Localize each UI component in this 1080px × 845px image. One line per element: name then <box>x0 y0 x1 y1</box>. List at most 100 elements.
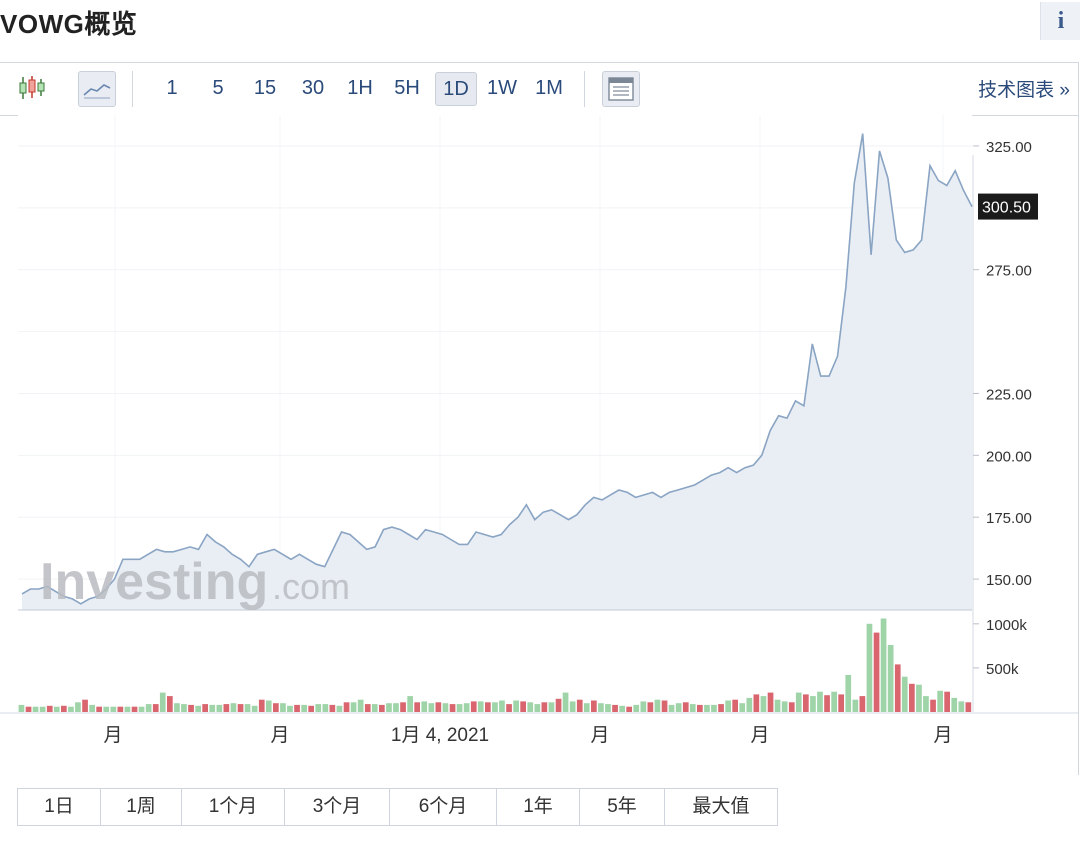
price-series <box>18 133 973 611</box>
volume-bar <box>350 702 357 712</box>
y-tick-label: 275.00 <box>986 263 1032 280</box>
volume-bar <box>407 696 413 712</box>
volume-bar <box>393 703 399 712</box>
volume-bar <box>937 690 943 712</box>
volume-bar <box>18 704 25 712</box>
range-button-6[interactable]: 5年 <box>580 789 665 825</box>
x-tick-label: 月 <box>270 725 289 746</box>
interval-1d[interactable]: 1D <box>435 72 477 106</box>
x-tick-label: 1月 4, 2021 <box>391 725 489 746</box>
interval-1w[interactable]: 1W <box>487 77 517 99</box>
volume-bar <box>230 703 237 712</box>
interval-1h[interactable]: 1H <box>347 77 373 99</box>
price-y-axis: 150.00 175.00 200.00 225.00 275.00 325.00 300.… <box>973 139 1038 589</box>
volume-bar <box>598 703 604 712</box>
price-volume-chart: Investing .com 150.00 175.00 200.00 225.00 2… <box>0 115 1078 746</box>
interval-30[interactable]: 30 <box>301 77 325 99</box>
volume-bar <box>838 694 844 712</box>
volume-bar <box>209 704 216 712</box>
volume-bar <box>859 696 866 712</box>
volume-bar <box>322 704 329 712</box>
price-area <box>22 133 972 610</box>
volume-bar <box>753 694 760 712</box>
volume-bar <box>944 691 950 712</box>
volume-bar <box>852 699 859 712</box>
tech-chart-link[interactable]: 技术图表 » <box>978 80 1070 101</box>
volume-bar <box>145 704 152 712</box>
volume-bar <box>400 702 406 712</box>
volume-bar <box>53 706 60 712</box>
interval-1m[interactable]: 1M <box>535 77 563 99</box>
volume-bar <box>435 702 442 712</box>
volume-bar <box>280 703 286 712</box>
range-button-7[interactable]: 最大值 <box>692 796 750 817</box>
volume-bar <box>541 702 548 712</box>
volume-bar <box>308 705 314 712</box>
interval-5[interactable]: 5 <box>212 77 224 99</box>
volume-bar <box>930 699 936 712</box>
candlestick-icon[interactable] <box>14 71 50 105</box>
volume-bar <box>258 699 265 712</box>
volume-bar <box>188 704 194 712</box>
volume-bar <box>795 692 802 712</box>
volume-bar <box>520 701 526 712</box>
range-button-4[interactable]: 6个月 <box>390 789 497 825</box>
range-button-1[interactable]: 1周 <box>101 789 182 825</box>
volume-bar <box>873 632 880 712</box>
range-button-0[interactable]: 1日 <box>18 789 101 825</box>
range-button-2[interactable]: 1个月 <box>182 789 285 825</box>
info-button[interactable]: i <box>1040 2 1080 40</box>
volume-bar <box>767 692 774 712</box>
page-title: VOWG概览 <box>0 9 138 39</box>
volume-bar <box>195 705 201 712</box>
volume-bar <box>562 692 569 712</box>
volume-bar <box>640 701 647 712</box>
interval-5h[interactable]: 5H <box>394 77 420 99</box>
volume-bar <box>117 706 124 712</box>
y-tick-label: 225.00 <box>986 386 1032 403</box>
volume-bar <box>46 705 53 712</box>
volume-y-axis: 500k 1000k <box>973 617 1027 678</box>
volume-bar <box>887 645 894 712</box>
volume-bar <box>428 703 435 712</box>
volume-bar <box>251 705 258 712</box>
volume-bar <box>788 702 795 712</box>
table-view-icon[interactable] <box>602 71 640 107</box>
chart-toolbar: 1 5 15 30 1H 5H 1D 1W 1M 技术图表 » <box>0 62 1079 116</box>
volume-bar <box>845 675 852 712</box>
volume-bar <box>244 704 251 712</box>
x-axis: 月 月 1月 4, 2021 月 月 月 <box>0 712 1078 746</box>
line-chart-icon[interactable] <box>78 71 116 107</box>
interval-1[interactable]: 1 <box>166 77 178 99</box>
interval-15[interactable]: 15 <box>253 77 277 99</box>
y-tick-label: 150.00 <box>986 572 1032 589</box>
x-tick-label: 月 <box>933 725 952 746</box>
volume-bar <box>32 706 39 712</box>
toolbar-separator <box>584 71 585 107</box>
volume-bar <box>237 704 244 712</box>
volume-bar <box>555 698 562 712</box>
volume-bar <box>725 700 731 712</box>
range-button-3[interactable]: 3个月 <box>285 789 390 825</box>
volume-bar <box>131 706 138 712</box>
range-button-5[interactable]: 1年 <box>497 789 580 825</box>
watermark-suffix: .com <box>272 566 350 607</box>
volume-bar <box>477 701 484 712</box>
volume-bar <box>202 704 208 712</box>
volume-bar <box>810 696 816 712</box>
volume-bar <box>605 704 611 712</box>
volume-bar <box>583 703 590 712</box>
volume-bar <box>273 703 279 712</box>
volume-bar <box>89 704 95 712</box>
volume-bar <box>576 699 583 712</box>
volume-bar <box>449 704 456 712</box>
volume-bar <box>336 705 343 712</box>
volume-bar <box>442 703 449 712</box>
volume-bar <box>414 702 420 712</box>
volume-bar <box>626 706 632 712</box>
volume-bar <box>485 702 491 712</box>
volume-bar <box>470 701 477 712</box>
volume-bar <box>689 704 696 712</box>
volume-bar <box>901 676 908 712</box>
volume-bar <box>301 704 307 712</box>
